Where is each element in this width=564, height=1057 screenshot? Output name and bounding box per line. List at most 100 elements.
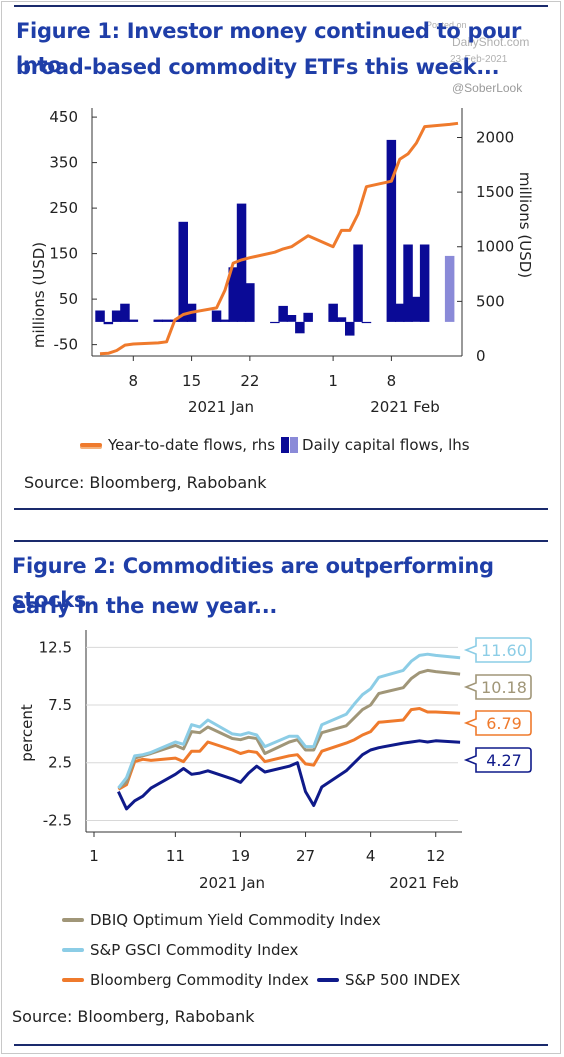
fig2-xtick-label: 11: [166, 847, 185, 865]
fig1-bars: [95, 139, 455, 336]
fig2-end-label-box: [463, 747, 532, 773]
fig2-xtick-label: 4: [366, 847, 376, 865]
legend-gsci-swatch: [62, 948, 84, 952]
fig2-series-line: [117, 739, 461, 811]
fig2-xtick-label: 12: [426, 847, 445, 865]
fig1-daily-flow-bar: [278, 305, 288, 322]
fig1-ytick-right-label: 0: [476, 347, 486, 365]
fig1-daily-flow-bar: [103, 321, 114, 325]
fig1-daily-flow-bar: [178, 221, 188, 322]
figure2-title-line2: early in the new year...: [12, 594, 278, 618]
fig1-daily-flow-bar: [444, 255, 455, 322]
legend-bar-swatch-light: [290, 437, 299, 453]
fig2-series: [117, 652, 461, 811]
fig1-daily-flow-bar: [245, 283, 255, 322]
figure2-legend-gsci: S&P GSCI Commodity Index: [62, 941, 298, 959]
fig1-daily-flow-bar: [303, 312, 313, 322]
fig1-daily-flow-bar: [95, 310, 105, 322]
fig1-ytick-left-label: 450: [49, 108, 78, 126]
figure1-source: Source: Bloomberg, Rabobank: [24, 473, 267, 492]
fig1-ytick-right-label: 500: [476, 292, 505, 310]
fig2-ylabel: percent: [18, 704, 36, 762]
fig1-daily-flow-bar: [395, 303, 405, 322]
fig1-daily-flow-bar: [386, 139, 397, 322]
fig2-xgroup-feb: 2021 Feb: [389, 874, 459, 892]
legend-spx-label: S&P 500 INDEX: [344, 971, 461, 989]
fig2-ytick-label: 2.5: [48, 754, 72, 772]
fig2-xtick-label: 27: [296, 847, 315, 865]
fig2-xtick-label: 19: [231, 847, 250, 865]
legend-gsci-label: S&P GSCI Commodity Index: [90, 941, 299, 959]
fig1-daily-flow-bar: [111, 310, 122, 322]
fig2-yticks: 12.5 7.5 2.5 -2.5: [39, 638, 72, 829]
figure2-source: Source: Bloomberg, Rabobank: [12, 1007, 255, 1026]
fig1-daily-flow-bar: [161, 319, 172, 322]
fig2-series-line: [117, 707, 461, 791]
fig1-daily-flow-bar: [153, 319, 163, 322]
legend-bcom-label: Bloomberg Commodity Index: [90, 971, 309, 989]
figure2-chart: percent 12.57.52.5-2.5 1 11 19 27 4 12 11.601…: [18, 630, 532, 892]
figure1-legend: Year-to-date flows, rhs Daily capital fl…: [80, 436, 470, 454]
fig1-daily-flow-bar: [211, 310, 222, 322]
fig1-xtick-label: 22: [240, 372, 259, 390]
legend-bar-swatch: [281, 437, 299, 453]
fig1-daily-flow-bar: [353, 244, 363, 322]
fig1-ytick-right-label: 1000: [476, 238, 514, 256]
watermark-posted-on: Posted on: [426, 20, 467, 30]
legend-line-swatch: [80, 443, 102, 447]
fig1-xticks: 8 15 22 1 8: [129, 356, 397, 390]
fig2-xticks: 1 11 19 27 4 12: [89, 832, 445, 865]
fig2-end-label-box: [463, 674, 532, 700]
fig1-daily-flow-bar: [295, 321, 305, 334]
fig1-daily-flow-bar: [361, 321, 372, 324]
watermark-site: DailyShot.com: [452, 35, 530, 49]
fig1-ylabel-right: millions (USD): [516, 172, 534, 278]
fig2-ytick-label: -2.5: [43, 811, 72, 829]
fig1-yticks-right: 2000 1500 1000 500 0: [457, 128, 514, 365]
fig2-gridlines: [86, 646, 458, 821]
figure2-legend-dbiq: DBIQ Optimum Yield Commodity Index: [62, 911, 381, 929]
fig1-daily-flow-bar: [345, 321, 355, 336]
legend-dbiq-swatch: [62, 918, 84, 922]
figure1-top-rule: [14, 5, 548, 7]
fig1-xtick-label: 15: [182, 372, 201, 390]
fig1-daily-flow-bar: [411, 296, 422, 322]
watermark-handle: @SoberLook: [452, 81, 523, 95]
fig1-ytick-left-label: 250: [49, 199, 78, 217]
fig2-xgroup-jan: 2021 Jan: [199, 874, 265, 892]
fig1-daily-flow-bar: [270, 321, 280, 324]
legend-line-label: Year-to-date flows, rhs: [108, 436, 276, 454]
fig1-daily-flow-bar: [120, 303, 130, 322]
fig1-ytick-left-label: 150: [49, 245, 78, 263]
fig2-end-labels: 11.60 10.18 6.79 4.27: [463, 637, 532, 773]
fig1-ylabel-left: millions (USD): [30, 242, 48, 348]
fig1-xgroup-jan: 2021 Jan: [188, 398, 254, 416]
fig1-xgroup-feb: 2021 Feb: [370, 398, 440, 416]
legend-bar-label: Daily capital flows, lhs: [302, 436, 470, 454]
fig1-ytd-line: [99, 121, 459, 356]
fig2-end-label-value: 10.18: [481, 678, 527, 697]
fig1-daily-flow-bar: [419, 244, 430, 322]
legend-bar-swatch-dark: [281, 437, 290, 453]
fig1-ytick-left-label: -50: [54, 336, 79, 354]
fig2-end-label-value: 11.60: [481, 641, 527, 660]
figure2-bottom-rule: [14, 1044, 548, 1046]
fig1-daily-flow-bar: [336, 317, 347, 322]
fig2-end-label-box: [463, 710, 532, 736]
fig1-daily-flow-bar: [236, 203, 247, 322]
fig1-daily-flow-bar: [228, 267, 238, 322]
figure1-chart: millions (USD) millions (USD) 450 350 250 1…: [30, 108, 534, 416]
fig1-ytick-left-label: 350: [49, 154, 78, 172]
figure2-title-line1: Figure 2: Commodities are outperforming …: [12, 554, 494, 612]
figure1-title-line1: Figure 1: Investor money continued to po…: [16, 19, 522, 77]
fig1-daily-flow-bar: [403, 244, 413, 322]
fig1-daily-flow-bar: [128, 319, 139, 322]
fig2-ytick-label: 12.5: [39, 638, 72, 656]
fig1-daily-flow-bar: [220, 319, 230, 322]
legend-dbiq-label: DBIQ Optimum Yield Commodity Index: [90, 911, 381, 929]
fig1-xtick-label: 1: [328, 372, 338, 390]
fig1-xtick-label: 8: [387, 372, 397, 390]
fig1-xtick-label: 8: [129, 372, 139, 390]
fig1-ytick-right-label: 1500: [476, 183, 514, 201]
